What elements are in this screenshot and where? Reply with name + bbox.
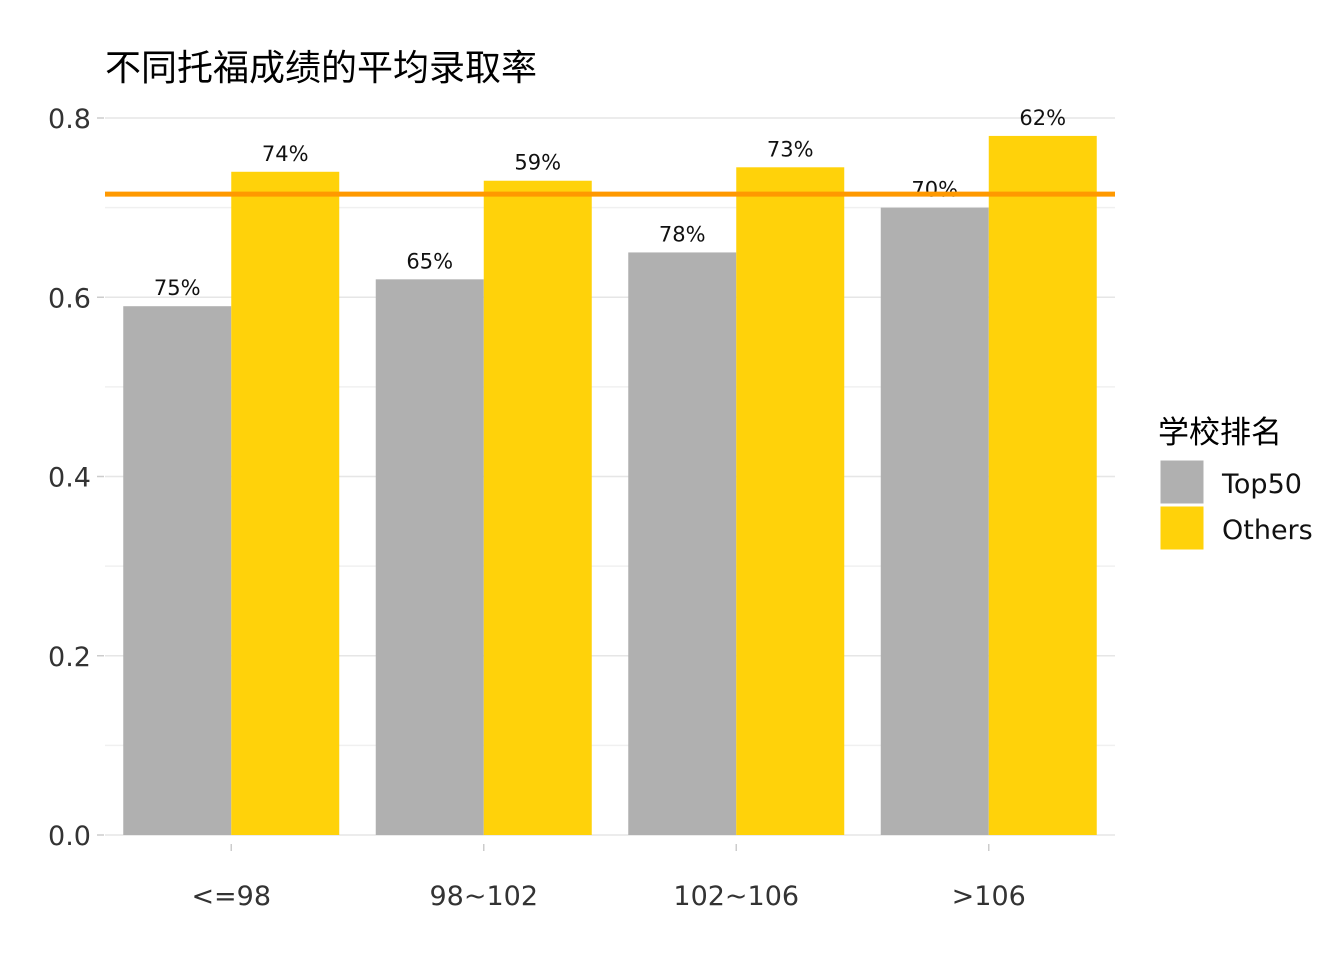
- data-label: 65%: [406, 249, 453, 273]
- data-label: 75%: [154, 276, 201, 300]
- data-label: 62%: [1019, 106, 1066, 130]
- bar-top50-3: [880, 207, 989, 835]
- data-label: 73%: [767, 137, 814, 161]
- bar-top50-0: [123, 306, 232, 835]
- bar-others-3: [988, 135, 1097, 836]
- y-tick-label: 0.4: [48, 463, 91, 494]
- x-axis: <=98 98~102 102~106 >106: [191, 844, 1026, 912]
- bar-others-0: [231, 171, 340, 835]
- y-tick-label: 0.0: [48, 821, 91, 852]
- data-label: 70%: [911, 178, 958, 202]
- legend-key-others: [1159, 505, 1205, 551]
- legend: 学校排名 Top50 Others: [1158, 415, 1313, 551]
- y-tick-label: 0.8: [48, 104, 91, 135]
- y-axis: 0.0 0.2 0.4 0.6 0.8: [48, 104, 104, 852]
- legend-label-others: Others: [1222, 515, 1313, 546]
- data-labels: 75% 74% 65% 59% 78% 73% 70% 62%: [154, 106, 1066, 300]
- chart-title: 不同托福成绩的平均录取率: [105, 48, 537, 89]
- bar-others-2: [736, 167, 845, 835]
- x-tick-label: <=98: [191, 881, 271, 912]
- y-tick-label: 0.6: [48, 283, 91, 314]
- x-tick-label: 102~106: [673, 881, 799, 912]
- data-label: 78%: [659, 222, 706, 246]
- x-tick-label: >106: [952, 881, 1026, 912]
- bars: [123, 135, 1097, 836]
- x-tick-label: 98~102: [429, 881, 538, 912]
- legend-label-top50: Top50: [1221, 469, 1302, 500]
- data-label: 59%: [514, 151, 561, 175]
- bar-top50-1: [375, 279, 484, 835]
- data-label: 74%: [262, 142, 309, 166]
- bar-others-1: [483, 180, 592, 836]
- legend-title: 学校排名: [1158, 415, 1282, 451]
- y-tick-label: 0.2: [48, 642, 91, 673]
- bar-top50-2: [628, 252, 737, 835]
- legend-key-top50: [1159, 459, 1205, 505]
